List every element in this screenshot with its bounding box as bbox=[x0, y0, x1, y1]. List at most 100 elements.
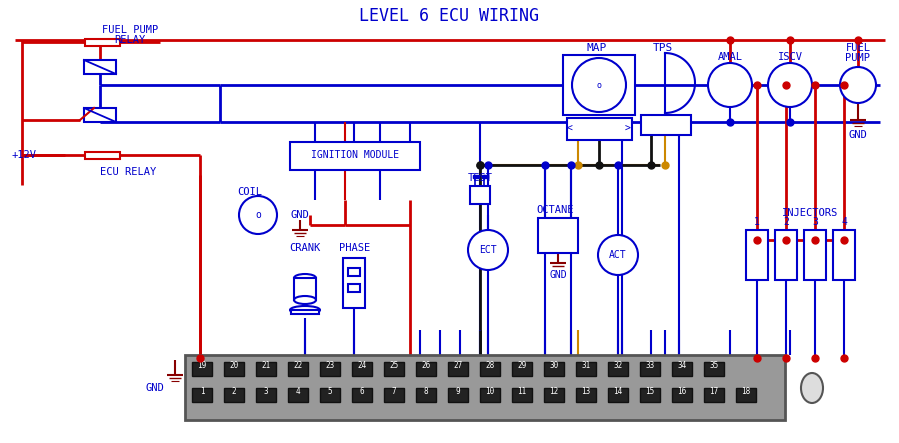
Text: 17: 17 bbox=[709, 388, 718, 396]
Circle shape bbox=[708, 63, 752, 107]
Text: >: > bbox=[625, 124, 631, 134]
Text: ECU RELAY: ECU RELAY bbox=[100, 167, 156, 177]
Text: 5: 5 bbox=[328, 388, 333, 396]
Bar bbox=[348, 284, 360, 292]
Bar bbox=[608, 362, 628, 376]
Bar bbox=[288, 388, 308, 402]
Bar bbox=[704, 388, 724, 402]
Text: INJECTORS: INJECTORS bbox=[782, 208, 838, 218]
Bar bbox=[641, 115, 691, 135]
Bar bbox=[512, 362, 532, 376]
Text: 23: 23 bbox=[325, 361, 334, 370]
Bar bbox=[608, 388, 628, 402]
Text: 9: 9 bbox=[456, 388, 460, 396]
Bar bbox=[416, 362, 436, 376]
Text: 16: 16 bbox=[677, 388, 687, 396]
Bar bbox=[256, 388, 276, 402]
Circle shape bbox=[572, 58, 626, 112]
Text: 7: 7 bbox=[392, 388, 396, 396]
Ellipse shape bbox=[294, 296, 316, 304]
Bar bbox=[640, 388, 660, 402]
Text: 4: 4 bbox=[296, 388, 300, 396]
Text: 26: 26 bbox=[422, 361, 431, 370]
Bar bbox=[473, 175, 479, 178]
Bar bbox=[192, 362, 212, 376]
Bar bbox=[482, 175, 488, 178]
Text: GND: GND bbox=[849, 130, 868, 140]
Bar bbox=[224, 362, 244, 376]
Text: COIL: COIL bbox=[237, 187, 263, 197]
Circle shape bbox=[768, 63, 812, 107]
Bar bbox=[416, 388, 436, 402]
Bar bbox=[672, 362, 692, 376]
Bar bbox=[294, 278, 316, 300]
Bar bbox=[576, 362, 596, 376]
Text: ISCV: ISCV bbox=[778, 52, 803, 62]
Bar bbox=[348, 268, 360, 276]
Text: GND: GND bbox=[549, 270, 566, 280]
Text: 3: 3 bbox=[812, 217, 818, 227]
Bar bbox=[192, 388, 212, 402]
Text: ECT: ECT bbox=[479, 245, 497, 255]
Bar bbox=[256, 362, 276, 376]
Bar bbox=[470, 186, 490, 204]
Text: 33: 33 bbox=[645, 361, 654, 370]
Bar bbox=[352, 362, 372, 376]
Text: GND: GND bbox=[146, 383, 165, 393]
Circle shape bbox=[840, 67, 876, 103]
Text: RELAY: RELAY bbox=[114, 35, 146, 45]
Text: 15: 15 bbox=[645, 388, 654, 396]
Text: 2: 2 bbox=[783, 217, 789, 227]
Text: o: o bbox=[255, 210, 261, 220]
Text: 22: 22 bbox=[293, 361, 303, 370]
Text: PHASE: PHASE bbox=[340, 243, 370, 253]
Text: CRANK: CRANK bbox=[289, 243, 321, 253]
Bar bbox=[833, 230, 855, 280]
Text: MAP: MAP bbox=[587, 43, 607, 53]
Text: 6: 6 bbox=[360, 388, 364, 396]
Bar bbox=[84, 60, 116, 74]
Text: o: o bbox=[597, 81, 601, 89]
Text: 12: 12 bbox=[549, 388, 558, 396]
Text: 27: 27 bbox=[453, 361, 463, 370]
Bar bbox=[672, 388, 692, 402]
Bar bbox=[290, 142, 420, 170]
Bar bbox=[224, 388, 244, 402]
Bar bbox=[320, 388, 340, 402]
Bar bbox=[352, 388, 372, 402]
Text: 2: 2 bbox=[232, 388, 236, 396]
Bar bbox=[448, 362, 468, 376]
Text: 3: 3 bbox=[263, 388, 268, 396]
Text: 32: 32 bbox=[613, 361, 623, 370]
Text: 28: 28 bbox=[485, 361, 494, 370]
Bar bbox=[480, 362, 500, 376]
Text: 20: 20 bbox=[229, 361, 238, 370]
Bar bbox=[288, 362, 308, 376]
Text: 18: 18 bbox=[742, 388, 751, 396]
Text: TEST: TEST bbox=[467, 173, 493, 183]
Text: 24: 24 bbox=[358, 361, 367, 370]
Bar bbox=[746, 230, 768, 280]
Text: AMAL: AMAL bbox=[717, 52, 743, 62]
Text: <: < bbox=[567, 124, 573, 134]
Text: 4: 4 bbox=[841, 217, 847, 227]
Text: FUEL PUMP: FUEL PUMP bbox=[102, 25, 158, 35]
Bar bbox=[567, 118, 632, 140]
Text: 31: 31 bbox=[582, 361, 591, 370]
Text: 19: 19 bbox=[198, 361, 207, 370]
Bar bbox=[480, 388, 500, 402]
Ellipse shape bbox=[294, 274, 316, 282]
Text: LEVEL 6 ECU WIRING: LEVEL 6 ECU WIRING bbox=[359, 7, 539, 25]
Bar bbox=[343, 258, 365, 308]
Bar bbox=[640, 362, 660, 376]
Bar bbox=[512, 388, 532, 402]
Text: 11: 11 bbox=[518, 388, 527, 396]
Text: GND: GND bbox=[290, 210, 309, 220]
Bar bbox=[291, 310, 319, 314]
Text: FUEL: FUEL bbox=[845, 43, 870, 53]
Text: 30: 30 bbox=[549, 361, 558, 370]
Bar bbox=[775, 230, 797, 280]
Text: 29: 29 bbox=[518, 361, 527, 370]
Text: 21: 21 bbox=[262, 361, 271, 370]
Bar bbox=[804, 381, 820, 387]
